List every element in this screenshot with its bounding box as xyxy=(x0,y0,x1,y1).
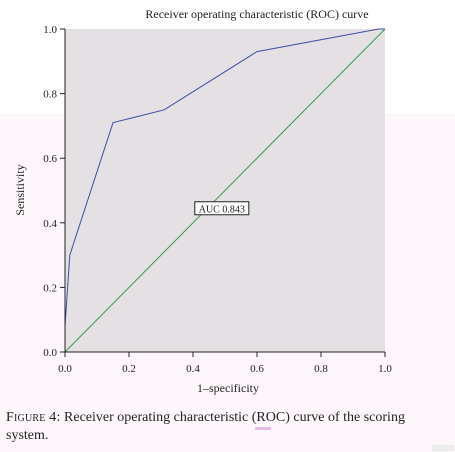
x-tick-label: 0.4 xyxy=(186,363,200,375)
caption-text: Receiver operating characteristic (ROC) … xyxy=(6,410,405,443)
y-tick-label: 1.0 xyxy=(43,24,57,36)
series-layer xyxy=(64,28,386,353)
y-ticks: 0.0 0.2 0.4 0.6 0.8 1.0 xyxy=(43,24,65,359)
x-tick-label: 0.0 xyxy=(58,363,72,375)
annotations-layer: AUC 0.843 xyxy=(194,201,250,216)
x-tick-label: 1.0 xyxy=(378,363,392,375)
auc-label-box xyxy=(194,201,250,216)
caption-highlight xyxy=(255,427,271,430)
x-axis-title: 1–specificity xyxy=(197,381,259,395)
series-roc-line xyxy=(64,28,385,352)
y-tick-label: 0.0 xyxy=(43,347,57,359)
y-tick-label: 0.6 xyxy=(43,153,57,165)
y-tick-label: 0.8 xyxy=(43,89,57,101)
y-tick-label: 0.2 xyxy=(43,282,57,294)
x-tick-label: 0.2 xyxy=(122,363,136,375)
chart-title: Receiver operating characteristic (ROC) … xyxy=(145,7,368,21)
x-ticks: 0.0 0.2 0.4 0.6 0.8 1.0 xyxy=(58,352,392,375)
x-tick-label: 0.8 xyxy=(314,363,328,375)
x-tick-label: 0.6 xyxy=(250,363,264,375)
series-reference-line xyxy=(64,28,386,353)
page-corner-mark xyxy=(432,445,454,451)
figure-caption: Figure 4: Receiver operating characteris… xyxy=(6,409,446,445)
caption-label: Figure 4: xyxy=(6,410,61,425)
y-tick-label: 0.4 xyxy=(43,218,57,230)
roc-chart: 0.0 0.2 0.4 0.6 0.8 1.0 0.0 0.2 0.4 0.6 0.8 1.0 AU… xyxy=(13,7,392,395)
auc-label: AUC 0.843 xyxy=(199,204,245,215)
y-axis-title: Sensitivity xyxy=(13,164,27,215)
